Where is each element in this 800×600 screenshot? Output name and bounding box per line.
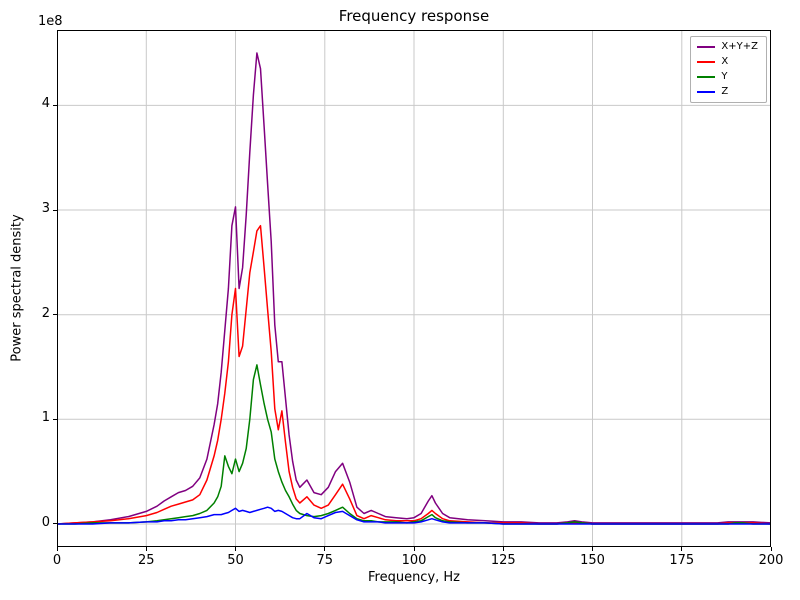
x-tick-mark	[235, 547, 236, 551]
legend-label: X+Y+Z	[721, 41, 758, 52]
y-tick-mark	[53, 104, 57, 106]
y-tick-mark	[53, 418, 57, 420]
x-tick-label: 0	[52, 553, 62, 568]
x-tick-mark	[592, 547, 593, 551]
y-tick-label: 0	[41, 514, 50, 530]
x-tick-label: 25	[137, 553, 155, 568]
y-tick-label: 2	[41, 305, 50, 321]
legend-item: Z	[697, 86, 758, 98]
y-tick-mark	[53, 314, 57, 316]
legend: X+Y+Z X Y Z	[690, 36, 767, 103]
y-axis-offset-label: 1e8	[38, 14, 63, 29]
y-tick-label: 3	[41, 201, 50, 216]
x-tick-label: 75	[316, 553, 334, 568]
y-tick-label: 1	[41, 410, 50, 426]
x-tick-label: 50	[227, 553, 244, 568]
x-tick-label: 100	[401, 553, 427, 568]
x-tick-label: 200	[758, 553, 784, 568]
y-axis-label: Power spectral density	[9, 214, 25, 362]
plot-canvas	[57, 30, 771, 547]
chart-title: Frequency response	[338, 7, 490, 25]
y-tick-mark	[53, 523, 57, 525]
x-axis-label: Frequency, Hz	[367, 570, 461, 585]
x-tick-label: 175	[669, 553, 695, 568]
x-tick-label: 150	[580, 553, 605, 568]
legend-item: X+Y+Z	[697, 41, 758, 53]
legend-swatch	[697, 46, 716, 48]
legend-item: Y	[697, 71, 758, 83]
legend-label: Y	[721, 71, 728, 82]
y-tick-mark	[53, 209, 57, 211]
legend-swatch	[697, 91, 716, 93]
legend-swatch	[697, 61, 716, 63]
legend-label: X	[721, 56, 729, 67]
series-line-x-plus-y-plus-z	[57, 52, 771, 525]
legend-label: Z	[721, 86, 729, 97]
x-tick-mark	[56, 547, 58, 551]
legend-item: X	[697, 56, 758, 68]
x-tick-mark	[502, 547, 504, 551]
x-tick-mark	[145, 547, 147, 551]
series-line-z	[57, 506, 771, 525]
y-tick-label: 4	[41, 96, 50, 112]
x-tick-mark	[324, 547, 326, 551]
legend-swatch	[697, 76, 716, 78]
x-tick-mark	[681, 547, 683, 551]
x-tick-label: 125	[490, 553, 516, 568]
x-tick-mark	[413, 547, 415, 551]
series-line-y	[57, 364, 771, 525]
x-tick-mark	[770, 547, 772, 551]
